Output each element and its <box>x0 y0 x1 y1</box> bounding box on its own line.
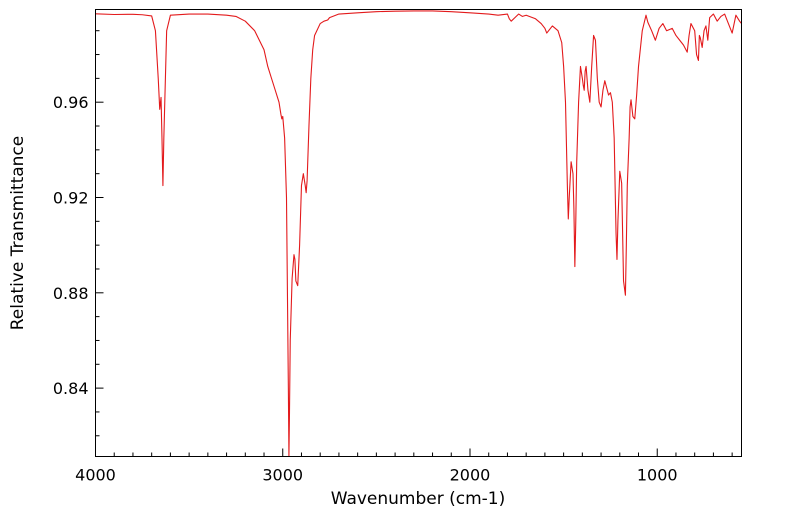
axis-ticks <box>95 30 733 457</box>
y-tick-label: 0.88 <box>53 284 89 303</box>
plot-frame <box>95 9 742 457</box>
x-tick-label: 4000 <box>75 466 116 485</box>
spectrum-line <box>95 10 742 458</box>
y-tick-label: 0.92 <box>53 188 89 207</box>
y-axis-title: Relative Transmittance <box>8 136 28 331</box>
x-tick-label: 2000 <box>450 466 491 485</box>
tick-labels: 4000 3000 2000 1000 0.96 0.92 0.88 0.84 <box>53 93 678 484</box>
x-tick-label: 1000 <box>637 466 678 485</box>
y-tick-label: 0.84 <box>53 379 89 398</box>
x-axis-title: Wavenumber (cm-1) <box>331 489 506 509</box>
y-tick-label: 0.96 <box>53 93 89 112</box>
x-tick-label: 3000 <box>262 466 303 485</box>
